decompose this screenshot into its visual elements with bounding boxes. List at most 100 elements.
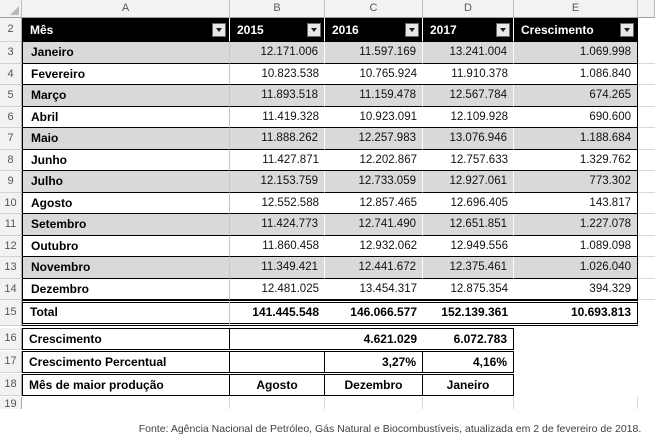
value-2016-cell[interactable]: 12.857.465: [325, 192, 423, 214]
value-2017-cell[interactable]: 12.949.556: [423, 235, 514, 257]
filter-button[interactable]: [212, 22, 226, 37]
column-header-c[interactable]: C: [325, 0, 423, 18]
value-2016-cell[interactable]: 12.733.059: [325, 171, 423, 193]
summary-label-cell[interactable]: Mês de maior produção: [22, 374, 230, 396]
row-number[interactable]: 5: [0, 85, 22, 107]
growth-cell[interactable]: 773.302: [514, 171, 638, 193]
month-cell[interactable]: Março: [22, 85, 230, 107]
row-number[interactable]: 16: [0, 328, 22, 350]
total-growth-cell[interactable]: 10.693.813: [514, 300, 638, 326]
column-header-d[interactable]: D: [423, 0, 514, 18]
value-2015-cell[interactable]: 11.349.421: [230, 257, 325, 279]
row-number[interactable]: 7: [0, 128, 22, 150]
filter-button[interactable]: [405, 22, 419, 37]
max-2015-cell[interactable]: Agosto: [230, 374, 325, 396]
growth-cell[interactable]: 674.265: [514, 85, 638, 107]
month-cell[interactable]: Novembro: [22, 257, 230, 279]
row-number[interactable]: 8: [0, 149, 22, 171]
row-number[interactable]: 13: [0, 257, 22, 279]
month-cell[interactable]: Maio: [22, 128, 230, 150]
max-2016-cell[interactable]: Dezembro: [325, 374, 423, 396]
value-2017-cell[interactable]: 13.241.004: [423, 42, 514, 64]
month-cell[interactable]: Agosto: [22, 192, 230, 214]
value-2017-cell[interactable]: 12.757.633: [423, 149, 514, 171]
value-2016-cell[interactable]: 12.441.672: [325, 257, 423, 279]
row-number[interactable]: 9: [0, 171, 22, 193]
value-2015-cell[interactable]: 11.888.262: [230, 128, 325, 150]
row-number[interactable]: 12: [0, 235, 22, 257]
filter-button[interactable]: [620, 22, 634, 37]
growth-2017-cell[interactable]: 6.072.783: [423, 328, 514, 350]
month-cell[interactable]: Janeiro: [22, 42, 230, 64]
row-number[interactable]: 10: [0, 192, 22, 214]
header-cell-2017[interactable]: 2017: [423, 18, 514, 42]
month-cell[interactable]: Abril: [22, 106, 230, 128]
value-2016-cell[interactable]: 12.202.867: [325, 149, 423, 171]
header-cell-crescimento[interactable]: Crescimento: [514, 18, 638, 42]
value-2017-cell[interactable]: 12.567.784: [423, 85, 514, 107]
growth-cell[interactable]: 1.329.762: [514, 149, 638, 171]
value-2017-cell[interactable]: 12.875.354: [423, 278, 514, 300]
value-2015-cell[interactable]: 11.860.458: [230, 235, 325, 257]
value-2016-cell[interactable]: 11.159.478: [325, 85, 423, 107]
value-2015-cell[interactable]: 12.481.025: [230, 278, 325, 300]
row-number[interactable]: 2: [0, 18, 22, 42]
empty-cell[interactable]: [22, 397, 230, 409]
value-2016-cell[interactable]: 10.765.924: [325, 63, 423, 85]
month-cell[interactable]: Outubro: [22, 235, 230, 257]
month-cell[interactable]: Junho: [22, 149, 230, 171]
row-number[interactable]: 3: [0, 42, 22, 64]
empty-cell[interactable]: [514, 328, 638, 350]
month-cell[interactable]: Julho: [22, 171, 230, 193]
value-2017-cell[interactable]: 12.927.061: [423, 171, 514, 193]
row-number[interactable]: 15: [0, 300, 22, 326]
empty-cell[interactable]: [423, 397, 514, 409]
empty-cell[interactable]: [325, 397, 423, 409]
percent-2016-cell[interactable]: 3,27%: [325, 351, 423, 373]
total-2017-cell[interactable]: 152.139.361: [423, 300, 514, 326]
value-2015-cell[interactable]: 10.823.538: [230, 63, 325, 85]
value-2015-cell[interactable]: 12.552.588: [230, 192, 325, 214]
value-2017-cell[interactable]: 12.109.928: [423, 106, 514, 128]
value-2015-cell[interactable]: 11.424.773: [230, 214, 325, 236]
empty-cell[interactable]: [514, 351, 638, 373]
empty-cell[interactable]: [514, 397, 638, 409]
value-2017-cell[interactable]: 12.651.851: [423, 214, 514, 236]
empty-cell[interactable]: [230, 397, 325, 409]
summary-empty-cell[interactable]: [230, 351, 325, 373]
month-cell[interactable]: Setembro: [22, 214, 230, 236]
column-header-e[interactable]: E: [514, 0, 638, 18]
value-2016-cell[interactable]: 12.257.983: [325, 128, 423, 150]
row-number[interactable]: 11: [0, 214, 22, 236]
percent-2017-cell[interactable]: 4,16%: [423, 351, 514, 373]
value-2015-cell[interactable]: 11.893.518: [230, 85, 325, 107]
value-2015-cell[interactable]: 11.427.871: [230, 149, 325, 171]
row-number[interactable]: 18: [0, 374, 22, 396]
growth-cell[interactable]: 394.329: [514, 278, 638, 300]
value-2016-cell[interactable]: 13.454.317: [325, 278, 423, 300]
value-2015-cell[interactable]: 11.419.328: [230, 106, 325, 128]
summary-label-cell[interactable]: Crescimento Percentual: [22, 351, 230, 373]
select-all-corner[interactable]: [0, 0, 22, 18]
value-2016-cell[interactable]: 11.597.169: [325, 42, 423, 64]
total-2015-cell[interactable]: 141.445.548: [230, 300, 325, 326]
total-2016-cell[interactable]: 146.066.577: [325, 300, 423, 326]
growth-cell[interactable]: 143.817: [514, 192, 638, 214]
growth-cell[interactable]: 1.069.998: [514, 42, 638, 64]
month-cell[interactable]: Fevereiro: [22, 63, 230, 85]
header-cell-mes[interactable]: Mês: [22, 18, 230, 42]
row-number[interactable]: 19: [0, 397, 22, 409]
total-label-cell[interactable]: Total: [22, 300, 230, 326]
growth-cell[interactable]: 1.089.098: [514, 235, 638, 257]
header-cell-2016[interactable]: 2016: [325, 18, 423, 42]
value-2016-cell[interactable]: 10.923.091: [325, 106, 423, 128]
row-number[interactable]: 17: [0, 351, 22, 373]
growth-cell[interactable]: 1.188.684: [514, 128, 638, 150]
row-number[interactable]: 6: [0, 106, 22, 128]
growth-2016-cell[interactable]: 4.621.029: [325, 328, 423, 350]
value-2017-cell[interactable]: 11.910.378: [423, 63, 514, 85]
max-2017-cell[interactable]: Janeiro: [423, 374, 514, 396]
value-2015-cell[interactable]: 12.171.006: [230, 42, 325, 64]
value-2015-cell[interactable]: 12.153.759: [230, 171, 325, 193]
growth-cell[interactable]: 1.086.840: [514, 63, 638, 85]
